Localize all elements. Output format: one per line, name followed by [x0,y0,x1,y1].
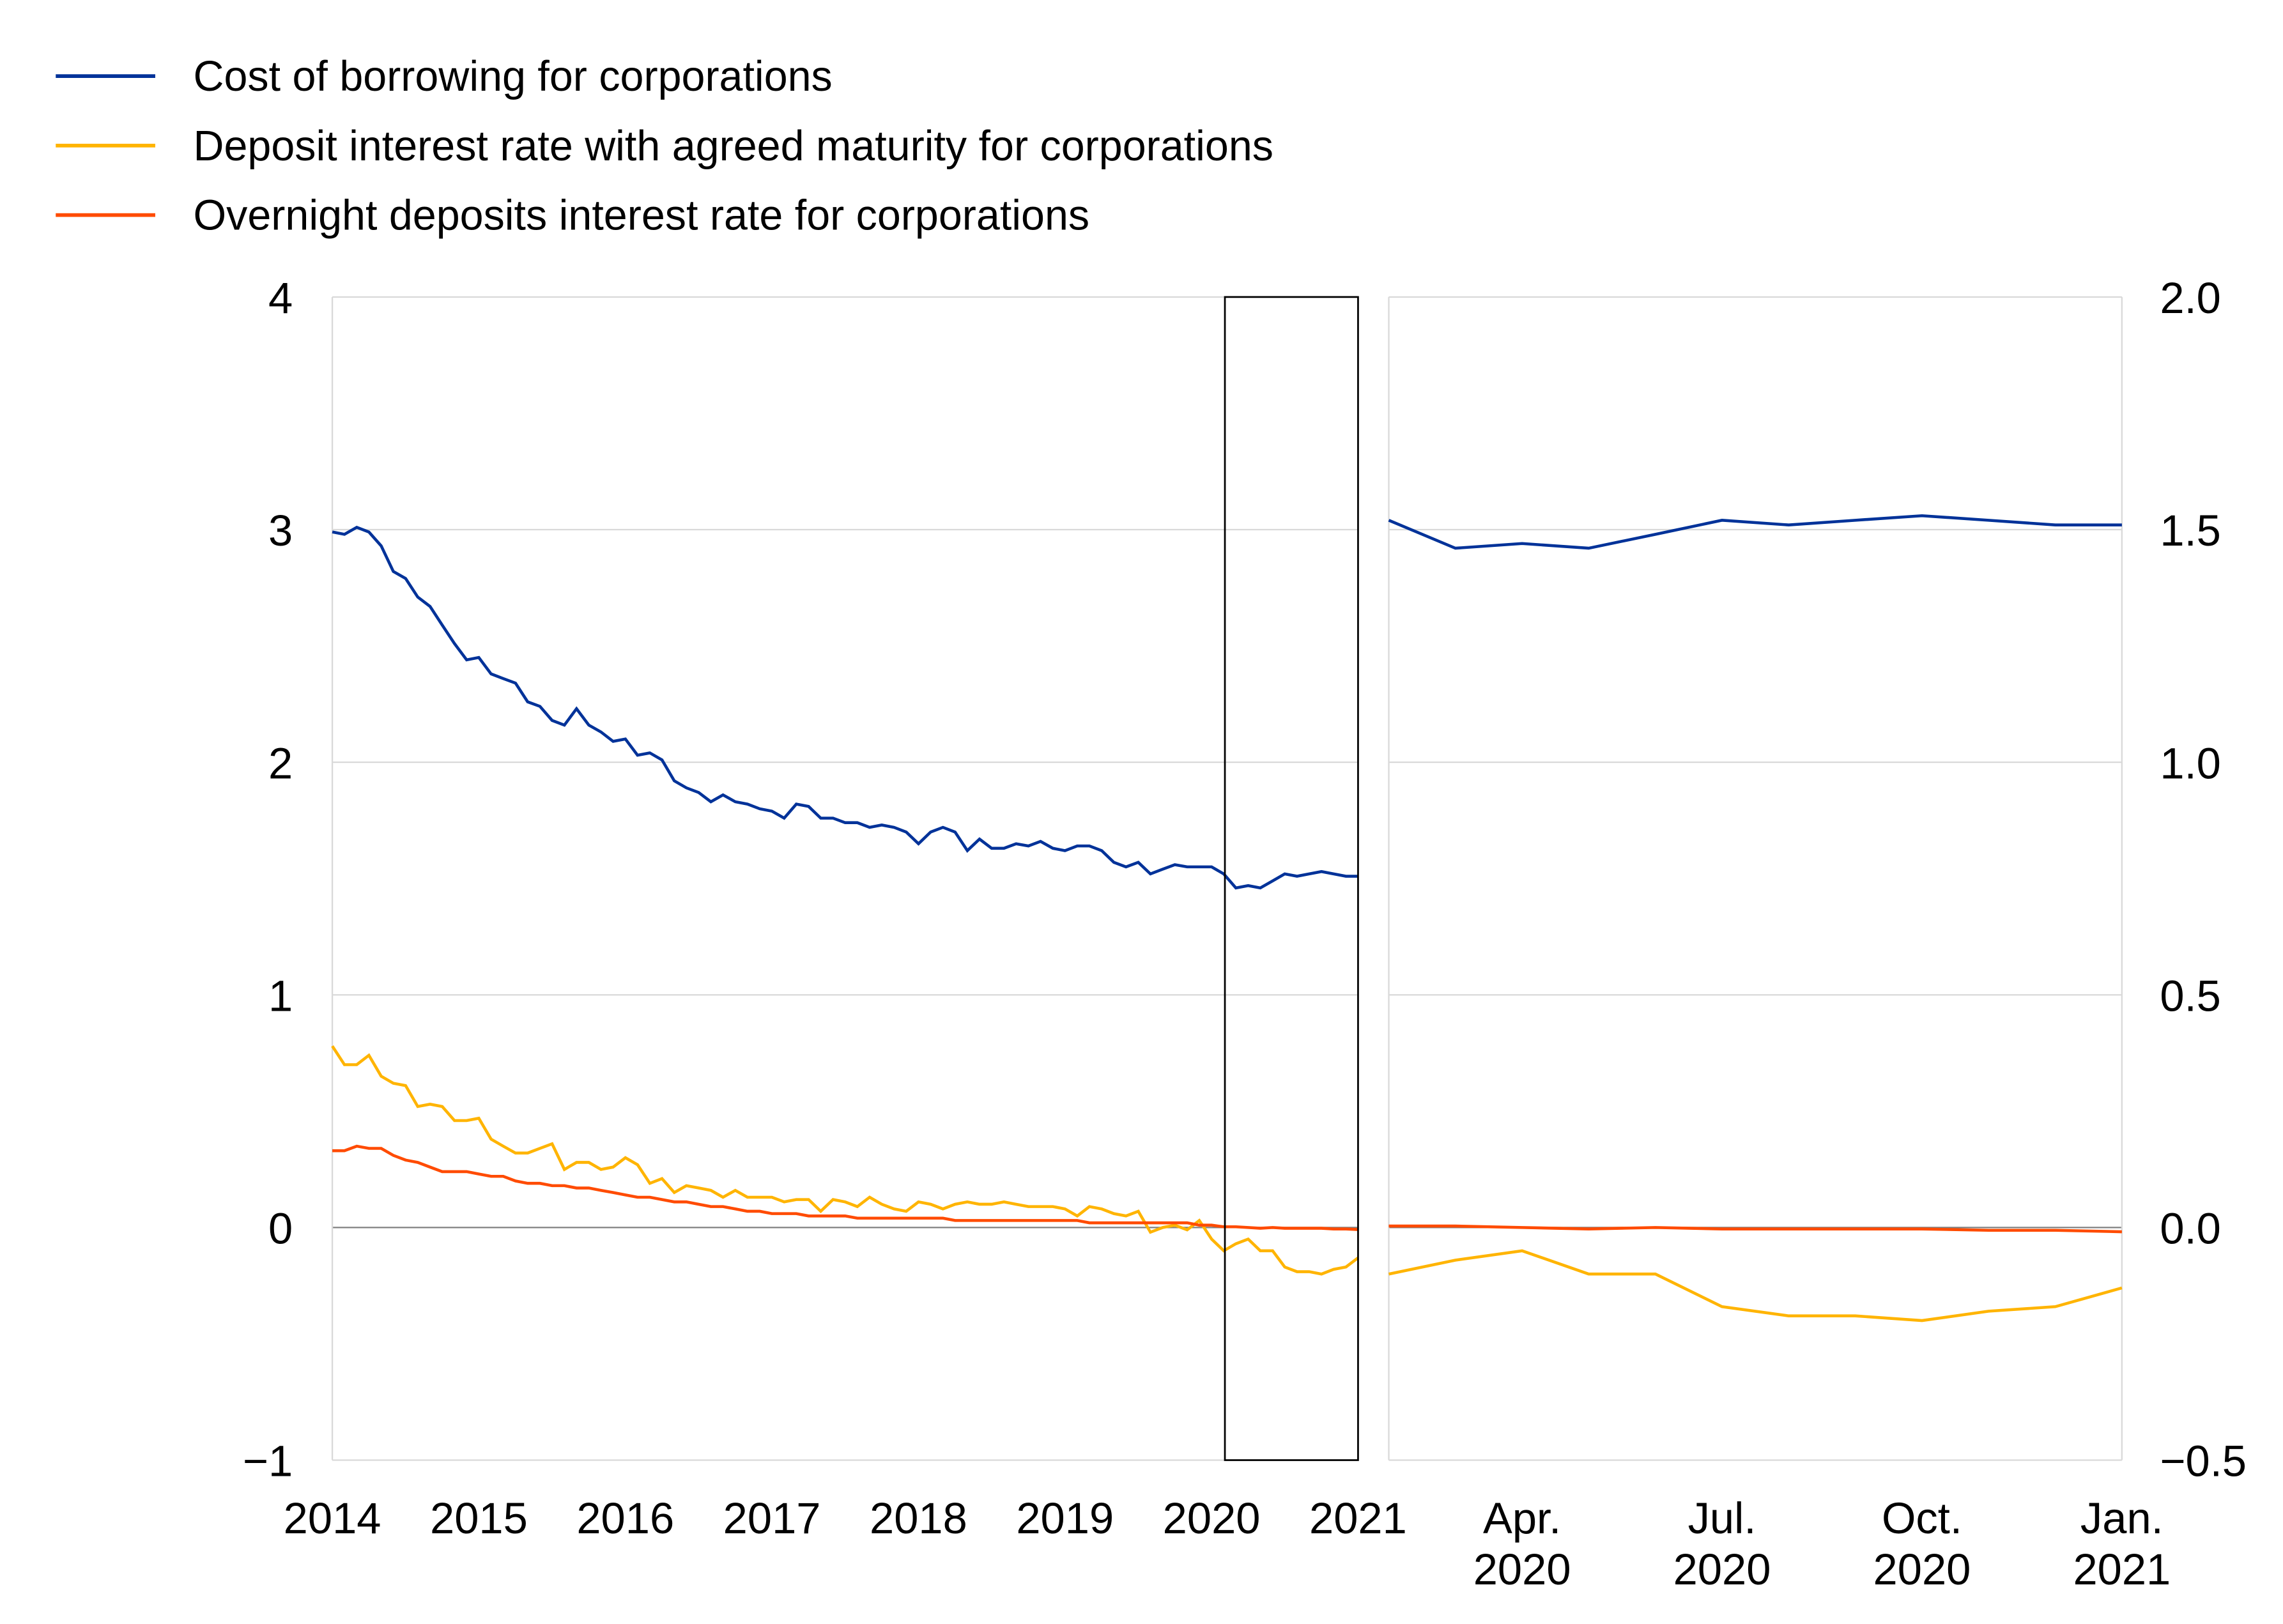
series-line-left-0 [332,525,1358,890]
legend-label: Cost of borrowing for corporations [194,53,833,100]
x-tick-label: 2020 [1163,1494,1261,1543]
x-tick-label-month: Oct. [1882,1494,1962,1543]
y-tick-label: −1 [243,1437,293,1486]
y-tick-label-right: 2.0 [2160,273,2221,323]
y-tick-label: 0 [268,1204,293,1253]
x-tick-label: 2016 [576,1494,674,1543]
y-tick-label-right: 1.5 [2160,506,2221,555]
right-panel: 2.01.51.00.50.0−0.5Apr.2020Jul.2020Oct.2… [1388,273,2247,1594]
series-line-right-2 [1388,1224,2122,1234]
x-tick-label-year: 2021 [2073,1545,2171,1594]
x-tick-label-year: 2020 [1873,1545,1971,1594]
legend-label: Deposit interest rate with agreed maturi… [194,123,1273,170]
series-line-left-2 [332,1144,1358,1231]
x-tick-label-year: 2020 [1473,1545,1571,1594]
y-tick-label-right: −0.5 [2160,1437,2247,1486]
x-tick-label: 2014 [284,1494,381,1543]
x-tick-label-month: Jul. [1688,1494,1756,1543]
y-tick-label-right: 1.0 [2160,739,2221,788]
x-tick-label: 2017 [723,1494,821,1543]
x-tick-label-month: Apr. [1483,1494,1561,1543]
legend-label: Overnight deposits interest rate for cor… [194,192,1090,240]
y-tick-label-right: 0.5 [2160,971,2221,1020]
series-line-left-1 [331,1045,1359,1276]
y-tick-label: 3 [268,506,293,555]
series-line-right-1 [1388,1249,2123,1322]
x-tick-label-month: Jan. [2080,1494,2164,1543]
x-tick-label-year: 2020 [1673,1545,1771,1594]
legend: Cost of borrowing for corporations Deposi… [56,53,1273,240]
highlight-box [1224,296,1359,1461]
x-tick-label: 2018 [870,1494,967,1543]
x-tick-label: 2015 [430,1494,528,1543]
y-tick-label: 4 [268,273,293,323]
x-tick-label: 2021 [1309,1494,1407,1543]
y-tick-label: 1 [268,971,293,1020]
y-tick-label-right: 0.0 [2160,1204,2221,1253]
series-line-right-0 [1388,514,2122,550]
left-panel: 4 3 2 1 0 −1 2014 2015 2016 2017 2018 2019 2020 2021 [243,273,1407,1543]
y-tick-label: 2 [268,739,293,788]
x-tick-label: 2019 [1016,1494,1114,1543]
